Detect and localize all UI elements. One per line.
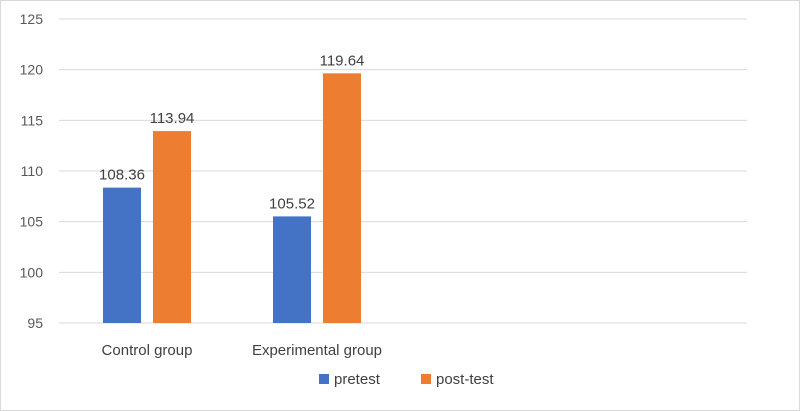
data-label: 108.36 [99, 167, 145, 184]
y-tick-label: 115 [21, 112, 44, 128]
data-label: 113.94 [150, 110, 195, 127]
bar-post-test-1 [323, 73, 361, 323]
bar-pretest-1 [273, 216, 311, 323]
bar-pretest-0 [103, 187, 141, 323]
y-tick-label: 120 [20, 62, 44, 78]
y-tick-label: 95 [27, 315, 43, 331]
x-axis-category-labels: Control group Experimental group [102, 342, 382, 359]
legend-swatch-pretest [319, 374, 329, 384]
data-labels: 108.36 113.94 105.52 119.64 [99, 52, 364, 212]
bar-post-test-0 [153, 131, 191, 323]
data-label: 105.52 [269, 195, 315, 212]
legend-swatch-post-test [421, 374, 431, 384]
y-axis-tick-labels: 95 100 105 110 115 120 125 [20, 11, 44, 331]
legend: pretest post-test [319, 371, 494, 388]
y-tick-label: 100 [20, 264, 44, 280]
x-category-label: Control group [102, 342, 193, 359]
y-tick-label: 110 [21, 163, 44, 179]
legend-label-pretest: pretest [334, 371, 381, 388]
data-label: 119.64 [320, 52, 365, 69]
x-category-label: Experimental group [252, 342, 382, 359]
legend-label-post-test: post-test [436, 371, 494, 388]
bars [103, 73, 361, 323]
y-tick-label: 125 [20, 11, 44, 27]
y-tick-label: 105 [20, 214, 44, 230]
